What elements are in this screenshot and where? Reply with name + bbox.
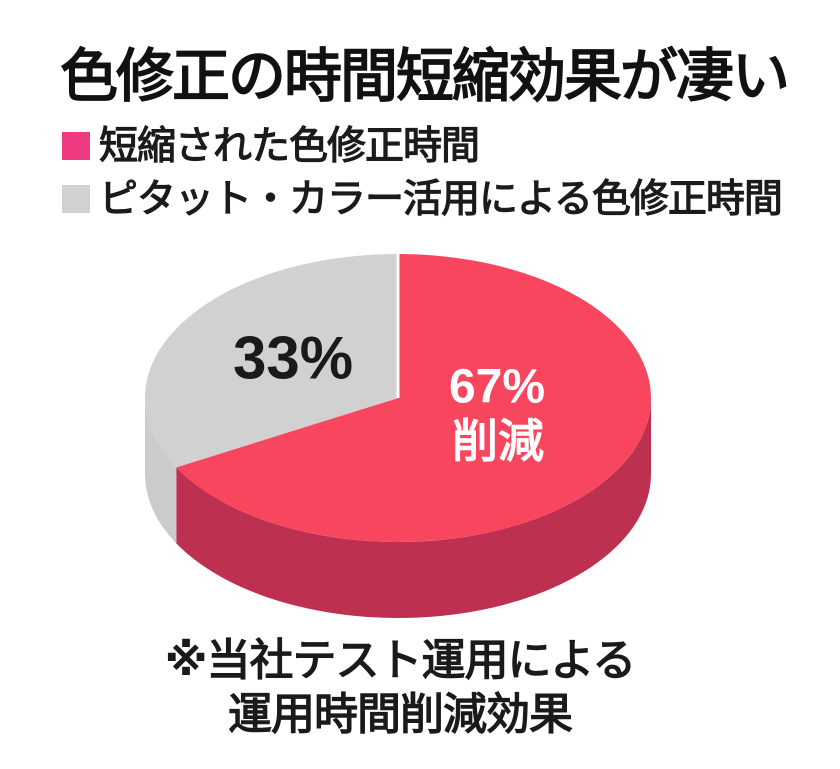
legend-swatch-pink-icon <box>62 132 90 160</box>
legend-label: ピタット・カラー活用による色修正時間 <box>99 177 783 221</box>
page-title: 色修正の時間短縮効果が凄い <box>60 44 790 109</box>
pie-slice-top-33 <box>144 254 398 468</box>
legend-item-pitatto-color-time: ピタット・カラー活用による色修正時間 <box>62 180 783 219</box>
legend-label: 短縮された色修正時間 <box>99 124 480 168</box>
legend-item-reduced-time: 短縮された色修正時間 <box>62 127 782 166</box>
legend-swatch-gray-icon <box>62 185 90 213</box>
chart-legend: 短縮された色修正時間 ピタット・カラー活用による色修正時間 <box>62 127 783 238</box>
pie-slice-side-67 <box>176 398 652 619</box>
footnote-line-2: 運用時間削減効果 <box>228 689 573 739</box>
footnote-line-1: ※当社テスト運用による <box>164 636 636 685</box>
pie-slice-top-67 <box>176 254 651 543</box>
pie-slice-sublabel-sakugen: 削減 <box>452 415 544 467</box>
pie-slice-label-33: 33% <box>233 325 353 392</box>
pie-slices-group <box>144 254 652 619</box>
pie-slice-side-33 <box>145 398 177 544</box>
footnote: ※当社テスト運用による 運用時間削減効果 <box>0 634 800 741</box>
pie-slice-label-67: 67% <box>449 361 545 414</box>
